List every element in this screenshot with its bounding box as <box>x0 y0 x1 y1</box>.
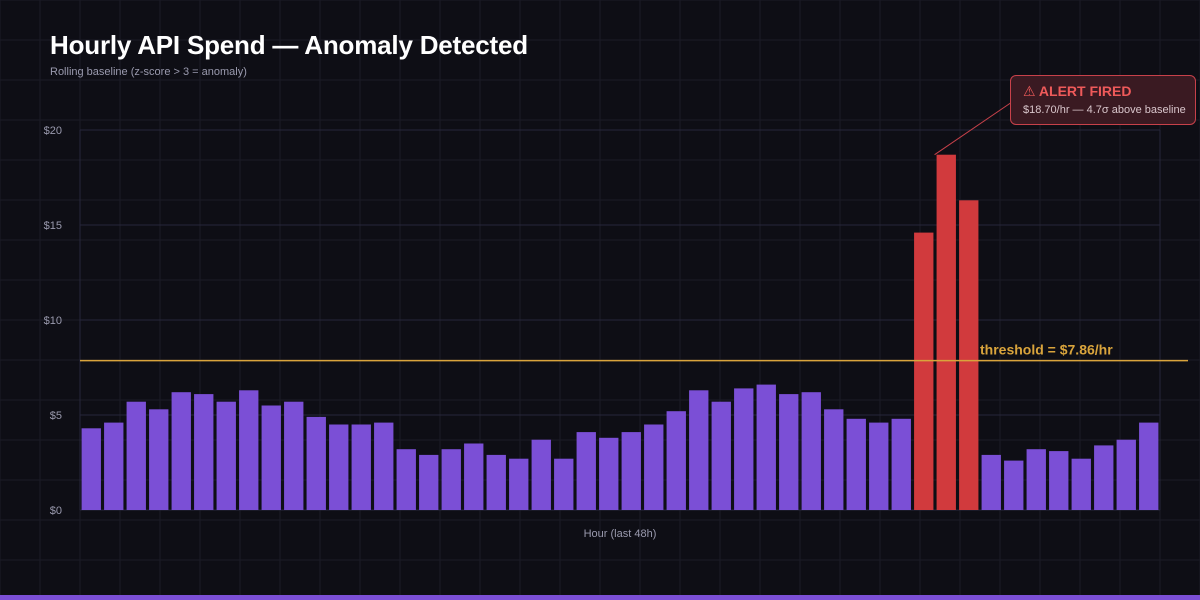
spend-bar <box>329 424 349 510</box>
spend-bar <box>261 405 281 510</box>
spend-bar <box>1071 458 1091 510</box>
spend-bar <box>1139 422 1159 510</box>
spend-bar <box>216 401 236 510</box>
alert-detail: $18.70/hr — 4.7σ above baseline <box>1023 104 1186 116</box>
spend-bar <box>441 449 461 510</box>
y-tick-label: $20 <box>44 125 62 137</box>
y-tick-label: $5 <box>50 410 62 422</box>
spend-bar <box>464 443 484 510</box>
alert-connector <box>934 101 1013 156</box>
y-tick-label: $10 <box>44 315 62 327</box>
spend-bar <box>1094 445 1114 510</box>
spend-bar <box>689 390 709 510</box>
spend-bar <box>734 388 754 510</box>
y-tick-label: $15 <box>44 220 62 232</box>
spend-bar <box>621 432 641 510</box>
spend-bar <box>801 392 821 510</box>
spend-bar <box>239 390 259 510</box>
spend-bar <box>396 449 416 510</box>
spend-bar <box>554 458 574 510</box>
spend-bar <box>981 454 1001 510</box>
threshold-label: threshold = $7.86/hr <box>980 342 1113 358</box>
x-axis-label: Hour (last 48h) <box>584 528 657 540</box>
spend-bar <box>81 428 101 510</box>
spend-bar <box>171 392 191 510</box>
spend-bar <box>1116 439 1136 510</box>
spend-bar <box>756 384 776 510</box>
spend-bar <box>1026 449 1046 510</box>
chart-subtitle: Rolling baseline (z-score > 3 = anomaly) <box>50 66 247 78</box>
spend-bar <box>666 411 686 510</box>
y-tick-label: $0 <box>50 505 62 517</box>
spend-bar <box>531 439 551 510</box>
spend-bar <box>711 401 731 510</box>
spend-bar <box>149 409 169 510</box>
spend-bar <box>486 454 506 510</box>
bottom-accent-bar <box>0 595 1200 600</box>
spend-bar <box>126 401 146 510</box>
spend-bar <box>104 422 124 510</box>
spend-bar <box>779 394 799 510</box>
spend-bar <box>576 432 596 510</box>
spend-bar <box>846 418 866 510</box>
alert-callout: ⚠ ALERT FIRED $18.70/hr — 4.7σ above bas… <box>1010 75 1196 125</box>
spend-bar <box>599 437 619 510</box>
spend-bar <box>374 422 394 510</box>
spend-bar <box>1004 460 1024 510</box>
alert-title: ⚠ ALERT FIRED <box>1023 83 1132 99</box>
spend-bar <box>351 424 371 510</box>
spend-bar <box>194 394 214 510</box>
chart-title: Hourly API Spend — Anomaly Detected <box>50 30 528 60</box>
spend-bar <box>891 418 911 510</box>
anomaly-bar <box>914 232 934 510</box>
spend-bar <box>419 454 439 510</box>
spend-bar <box>306 416 326 510</box>
spend-bar <box>509 458 529 510</box>
spend-bar <box>284 401 304 510</box>
spend-bar <box>1049 451 1069 510</box>
spend-bar <box>644 424 664 510</box>
spend-bar <box>824 409 844 510</box>
anomaly-bar <box>959 200 979 511</box>
anomaly-bar <box>936 154 956 510</box>
spend-bar <box>869 422 889 510</box>
